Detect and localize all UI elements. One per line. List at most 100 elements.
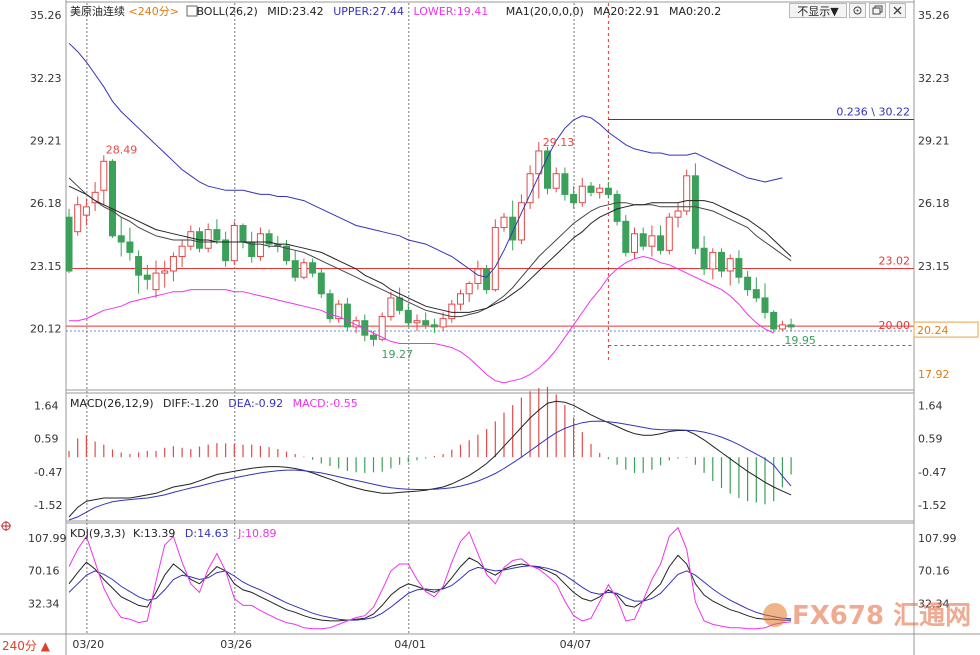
- candle-body: [387, 297, 395, 318]
- watermark-logo-mark: [763, 603, 787, 627]
- price-panel-frame: [65, 1, 915, 391]
- lower-label: LOWER:19.41: [413, 5, 488, 18]
- ma0-label: MA0:20.2: [669, 5, 721, 18]
- candle-body: [239, 224, 247, 243]
- restore-icon-glyph: [872, 5, 883, 15]
- macd-tick-right-2: -0.47: [918, 466, 946, 479]
- x-axis-label-0: 03/20: [72, 638, 104, 651]
- candle-body: [578, 185, 586, 204]
- candle-body: [787, 324, 795, 328]
- period-selector[interactable]: 240分 ▲: [2, 639, 50, 653]
- candle-body: [535, 150, 543, 175]
- candle-body: [126, 241, 134, 253]
- candle-body: [283, 245, 290, 262]
- candle-body: [169, 256, 177, 272]
- candle-body: [222, 239, 230, 262]
- candle-body: [256, 233, 264, 258]
- macd-value-label: MACD:-0.55: [293, 397, 358, 410]
- kdj-tick-left-0: 107.99: [28, 532, 67, 545]
- low2-label: 19.95: [784, 334, 816, 347]
- candle-body: [65, 216, 73, 272]
- price-tick-right-3: 26.18: [918, 197, 950, 210]
- macd-tick-right-3: -1.52: [918, 499, 946, 512]
- candle-body: [596, 187, 604, 193]
- diff-label: DIFF:-1.20: [163, 397, 219, 410]
- macd-panel-frame: [65, 392, 915, 522]
- boll-upper-line: [68, 42, 783, 278]
- k-line: [68, 554, 792, 622]
- x-axis-label-2: 04/01: [394, 638, 426, 651]
- candle-body: [665, 216, 673, 251]
- diff-line: [68, 400, 792, 518]
- kdj-tick-right-2: 32.34: [918, 597, 950, 610]
- candle-body: [631, 233, 638, 253]
- ma-label: MA1(20,0,0,0): [506, 5, 584, 18]
- d-line: [68, 565, 792, 621]
- candle-body: [317, 272, 325, 295]
- high-label: 28.49: [106, 143, 138, 156]
- candle-body: [604, 187, 612, 195]
- mid-label: MID:23.42: [267, 5, 323, 18]
- level-23-label: 23.02: [879, 255, 911, 268]
- kdj-tick-left-2: 32.34: [28, 597, 60, 610]
- dea-label: DEA:-0.92: [228, 397, 283, 410]
- candle-body: [135, 256, 143, 276]
- kdj-name: KDJ(9,3,3): [70, 527, 126, 540]
- j-line: [68, 526, 792, 630]
- ma20-label: MA20:22.91: [593, 5, 659, 18]
- candle-body: [430, 324, 438, 328]
- candle-body: [300, 262, 308, 278]
- candle-body: [178, 245, 186, 258]
- candle-body: [709, 251, 717, 270]
- close-icon[interactable]: [889, 3, 906, 18]
- k-label: K:13.39: [133, 527, 175, 540]
- candle-body: [204, 229, 212, 249]
- candle-body: [570, 193, 578, 204]
- symbol-label: 美原油连续: [70, 4, 125, 18]
- macd-tick-left-3: -1.52: [34, 499, 62, 512]
- candle-body: [622, 220, 630, 253]
- kdj-header: KDJ(9,3,3) K:13.39 D:14.63 J:10.89: [70, 527, 277, 540]
- candle-body: [744, 276, 752, 291]
- price-tick-left-1: 32.23: [30, 72, 62, 85]
- price-tick-left-4: 23.15: [30, 260, 62, 273]
- settings-icon[interactable]: [849, 3, 866, 18]
- candle-body: [404, 309, 412, 324]
- x-axis-label-1: 03/26: [220, 638, 252, 651]
- j-label: J:10.89: [237, 527, 276, 540]
- macd-tick-right-1: 0.59: [918, 433, 943, 446]
- candle-body: [639, 233, 647, 247]
- dea-line: [68, 420, 792, 521]
- candle-body: [161, 270, 169, 274]
- ma20-line: [68, 185, 792, 313]
- price-tick-left-5: 20.12: [30, 323, 62, 336]
- candle-body: [335, 303, 343, 320]
- kdj-tick-left-1: 70.16: [28, 565, 60, 578]
- toggle-icon[interactable]: [186, 5, 198, 17]
- candle-body: [326, 293, 334, 320]
- price-tick-left-0: 35.26: [30, 9, 62, 22]
- macd-tick-right-0: 1.64: [918, 400, 943, 413]
- candle-body: [648, 235, 656, 247]
- candle-body: [117, 235, 125, 243]
- candle-body: [683, 175, 691, 212]
- candle-body: [657, 235, 665, 251]
- candle-body: [187, 231, 195, 247]
- candle-body: [491, 227, 499, 291]
- candle-body: [761, 297, 769, 313]
- candle-body: [483, 268, 491, 291]
- candle-body: [343, 303, 351, 328]
- crosshair-icon[interactable]: [1, 521, 11, 531]
- period-label: <240分>: [129, 5, 179, 18]
- restore-icon[interactable]: [869, 3, 886, 18]
- price-tick-right-4: 23.15: [918, 260, 950, 273]
- candle-body: [457, 293, 464, 305]
- candle-body: [213, 229, 221, 241]
- candle-body: [396, 297, 404, 311]
- candle-body: [674, 210, 682, 218]
- display-dropdown[interactable]: 不显示▼: [789, 3, 847, 18]
- candle-body: [517, 202, 525, 241]
- d-label: D:14.63: [185, 527, 229, 540]
- candle-body: [735, 258, 743, 278]
